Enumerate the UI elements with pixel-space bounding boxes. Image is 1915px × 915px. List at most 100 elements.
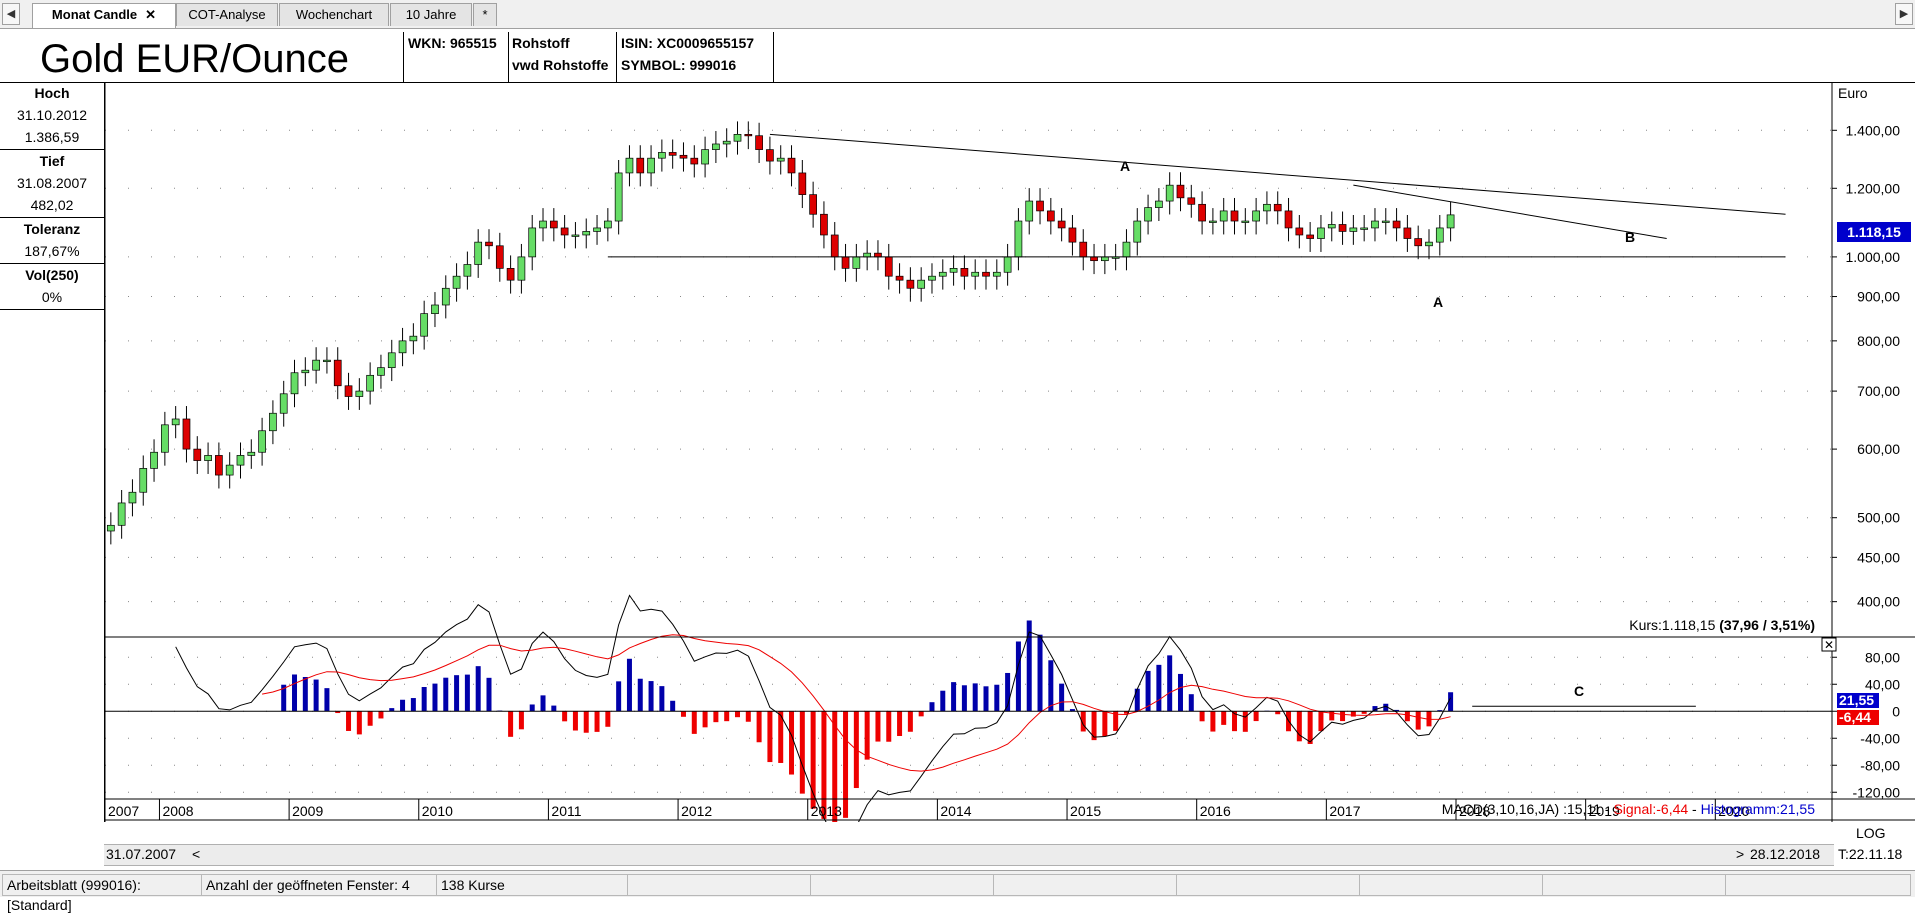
end-date: 28.12.2018 bbox=[1750, 846, 1821, 862]
status-empty bbox=[1725, 874, 1911, 896]
candle bbox=[1381, 220, 1390, 223]
histogram-bar bbox=[540, 695, 546, 712]
candle bbox=[344, 385, 353, 397]
candle bbox=[409, 335, 418, 342]
candle bbox=[1230, 210, 1239, 222]
signal-value-box bbox=[1837, 710, 1879, 725]
histogram-bar bbox=[378, 711, 384, 719]
close-tab-icon[interactable]: ✕ bbox=[145, 7, 157, 22]
status-empty bbox=[810, 874, 996, 896]
candle bbox=[1403, 227, 1412, 239]
histogram-bar bbox=[1059, 683, 1065, 712]
y-tick-label: 400,00 bbox=[1857, 594, 1900, 610]
histogram-bar bbox=[940, 690, 946, 712]
histogram-bar bbox=[1037, 634, 1043, 712]
x-ticks: 2007 2008 2009 2010 2011 2012 2013 2014 2015 2016… bbox=[105, 799, 1750, 820]
candle bbox=[366, 374, 374, 392]
histogram-bar bbox=[1069, 709, 1075, 712]
tab-cot-analyse[interactable]: COT-Analyse bbox=[176, 3, 278, 26]
candle bbox=[992, 271, 1001, 277]
histogram-bar bbox=[1448, 692, 1454, 712]
candle bbox=[506, 268, 515, 281]
candle bbox=[960, 268, 969, 277]
histogram-bar bbox=[389, 708, 395, 712]
candle bbox=[139, 468, 148, 493]
current-price-box bbox=[1837, 222, 1911, 242]
candle bbox=[1057, 220, 1066, 229]
axes bbox=[105, 82, 1915, 822]
histogram-bar bbox=[324, 688, 330, 712]
kurs-change: (37,96 / 3,51%) bbox=[1719, 617, 1815, 633]
candle bbox=[1263, 203, 1271, 212]
scroll-right-button[interactable]: > bbox=[1736, 846, 1745, 862]
candle bbox=[161, 424, 169, 453]
histogram-bar bbox=[475, 666, 481, 712]
histogram-bar bbox=[1026, 620, 1032, 712]
histogram-bar bbox=[648, 681, 654, 712]
y-tick-label: 900,00 bbox=[1857, 289, 1900, 305]
candle bbox=[755, 135, 763, 150]
tab-new[interactable]: * bbox=[473, 3, 497, 26]
tab-scroll-right-button[interactable]: ▶ bbox=[1895, 3, 1913, 25]
candle bbox=[1090, 256, 1098, 262]
trendline bbox=[769, 133, 1786, 215]
histogram-bar bbox=[1113, 711, 1119, 731]
histogram-bar bbox=[713, 711, 719, 723]
candle bbox=[582, 231, 591, 236]
candle bbox=[1446, 214, 1455, 229]
candle bbox=[625, 157, 634, 174]
status-sheet: Arbeitsblatt (999016):[Standard] bbox=[2, 874, 204, 913]
signal-line bbox=[262, 634, 1451, 772]
tab-scroll-left-button[interactable]: ◀ bbox=[2, 3, 20, 25]
candle bbox=[701, 149, 709, 165]
candle bbox=[1025, 200, 1034, 222]
candle bbox=[204, 455, 212, 461]
candle bbox=[106, 524, 115, 532]
x-tick-label: 2015 bbox=[1070, 803, 1101, 819]
log-scale-toggle[interactable]: LOG bbox=[1856, 825, 1886, 841]
histogram-bar bbox=[464, 674, 470, 712]
macd-value-box bbox=[1837, 693, 1879, 708]
tab-monat-candle[interactable]: Monat Candle ✕ bbox=[32, 3, 176, 28]
histogram-bar bbox=[832, 711, 838, 822]
histogram-bar bbox=[724, 711, 730, 722]
candle bbox=[690, 157, 699, 165]
y-tick-label: 500,00 bbox=[1857, 510, 1900, 526]
histogram-bar bbox=[1253, 711, 1259, 722]
symbol-label: SYMBOL: 999016 bbox=[621, 57, 737, 73]
macd-y-ticks: 80,00 40,00 0 -40,00 -80,00 -120,00 bbox=[1832, 649, 1900, 800]
tab-10-jahre[interactable]: 10 Jahre bbox=[390, 3, 472, 26]
macd-legend-signal: Signal:-6,44 bbox=[1613, 801, 1688, 817]
histogram-bar bbox=[702, 711, 708, 728]
candle bbox=[571, 234, 580, 237]
histogram-bar bbox=[886, 711, 892, 742]
vol-value: 0% bbox=[41, 289, 63, 305]
candle bbox=[290, 372, 299, 395]
kurs-price: Kurs:1.118,15 bbox=[1629, 617, 1719, 633]
source-label: vwd Rohstoffe bbox=[512, 57, 609, 73]
histogram-bar bbox=[1145, 670, 1151, 712]
histogram-bar bbox=[400, 699, 406, 712]
chart-area[interactable]: 400,00 450,00 500,00 600,00 700,00 800,00 900,… bbox=[105, 82, 1915, 822]
candle bbox=[117, 502, 126, 526]
histogram-bar bbox=[551, 705, 557, 712]
candle bbox=[733, 134, 742, 142]
scroll-left-button[interactable]: < bbox=[192, 846, 201, 862]
y-tick-label: 600,00 bbox=[1857, 441, 1900, 457]
time-scrollbar[interactable] bbox=[104, 844, 1834, 866]
macd-legend-main: MACD(3,10,16,JA) :15,11 bbox=[1442, 801, 1601, 817]
candle bbox=[279, 393, 288, 414]
candle bbox=[884, 256, 893, 277]
status-empty bbox=[1176, 874, 1362, 896]
histogram-bar bbox=[616, 681, 622, 712]
x-tick-label: 2016 bbox=[1200, 803, 1231, 819]
candle bbox=[1414, 238, 1423, 247]
close-indicator-button[interactable] bbox=[1821, 637, 1837, 652]
candle bbox=[636, 157, 645, 174]
tab-wochenchart[interactable]: Wochenchart bbox=[279, 3, 389, 26]
histogram-bar bbox=[1167, 655, 1173, 712]
candle bbox=[949, 268, 958, 273]
histogram-bar bbox=[1232, 711, 1238, 732]
histogram-bar bbox=[292, 674, 298, 712]
candle bbox=[1349, 227, 1358, 232]
